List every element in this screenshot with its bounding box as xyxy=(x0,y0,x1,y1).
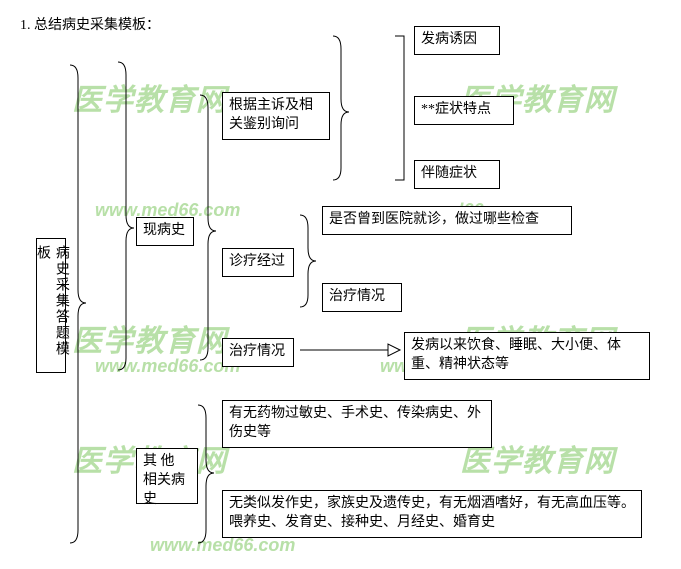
node-zhiliaoqingkuang-label: 治疗情况 xyxy=(229,344,285,359)
node-jiuzhenjianche-label: 是否曾到医院就诊，做过哪些检查 xyxy=(329,212,539,227)
node-zhiliaoqingkuang: 治疗情况 xyxy=(222,338,294,367)
node-zhengzhuangtedian-label: **症状特点 xyxy=(421,102,491,117)
node-qita-label: 其 他 相关病史 xyxy=(143,454,185,507)
node-zhusuwen-label: 根据主诉及相关鉴别询问 xyxy=(229,98,313,132)
node-xianbingshi-label: 现病史 xyxy=(143,223,185,238)
node-zhenliaojingguo: 诊疗经过 xyxy=(222,248,294,277)
node-qita: 其 他 相关病史 xyxy=(136,448,198,504)
node-root-label: 病史采集答题模板 xyxy=(32,245,70,366)
node-zhusuwen: 根据主诉及相关鉴别询问 xyxy=(222,92,330,140)
node-zhengzhuangtedian: **症状特点 xyxy=(414,96,514,125)
node-qita-2: 无类似发作史，家族史及遗传史，有无烟酒嗜好，有无高血压等。喂养史、发育史、接种史… xyxy=(222,490,642,538)
watermark-en: www.med66.com xyxy=(95,356,240,377)
node-zhiliaoqingkuang2-label: 治疗情况 xyxy=(329,289,385,304)
node-bansuizhengzhuang: 伴随症状 xyxy=(414,160,500,189)
watermark-cn: 医学教育网 xyxy=(72,316,227,360)
node-xianbingshi: 现病史 xyxy=(136,217,194,246)
node-qita-1-label: 有无药物过敏史、手术史、传染病史、外伤史等 xyxy=(229,406,481,440)
page-heading: 1. 总结病史采集模板： xyxy=(20,14,160,34)
node-zhiliao-detail: 发病以来饮食、睡眠、大小便、体重、精神状态等 xyxy=(404,332,650,380)
node-zhiliao-detail-label: 发病以来饮食、睡眠、大小便、体重、精神状态等 xyxy=(411,338,621,372)
node-zhiliaoqingkuang2: 治疗情况 xyxy=(322,283,402,312)
node-jiuzhenjianche: 是否曾到医院就诊，做过哪些检查 xyxy=(322,206,572,235)
node-fabingyouyin: 发病诱因 xyxy=(414,26,500,55)
node-root: 病史采集答题模板 xyxy=(36,238,66,373)
watermark-cn: 医学教育网 xyxy=(72,75,227,119)
node-bansuizhengzhuang-label: 伴随症状 xyxy=(421,166,477,181)
node-fabingyouyin-label: 发病诱因 xyxy=(421,32,477,47)
node-zhenliaojingguo-label: 诊疗经过 xyxy=(229,254,285,269)
watermark-en: www.med66.com xyxy=(150,535,295,556)
node-qita-2-label: 无类似发作史，家族史及遗传史，有无烟酒嗜好，有无高血压等。喂养史、发育史、接种史… xyxy=(229,496,635,530)
node-qita-1: 有无药物过敏史、手术史、传染病史、外伤史等 xyxy=(222,400,492,448)
